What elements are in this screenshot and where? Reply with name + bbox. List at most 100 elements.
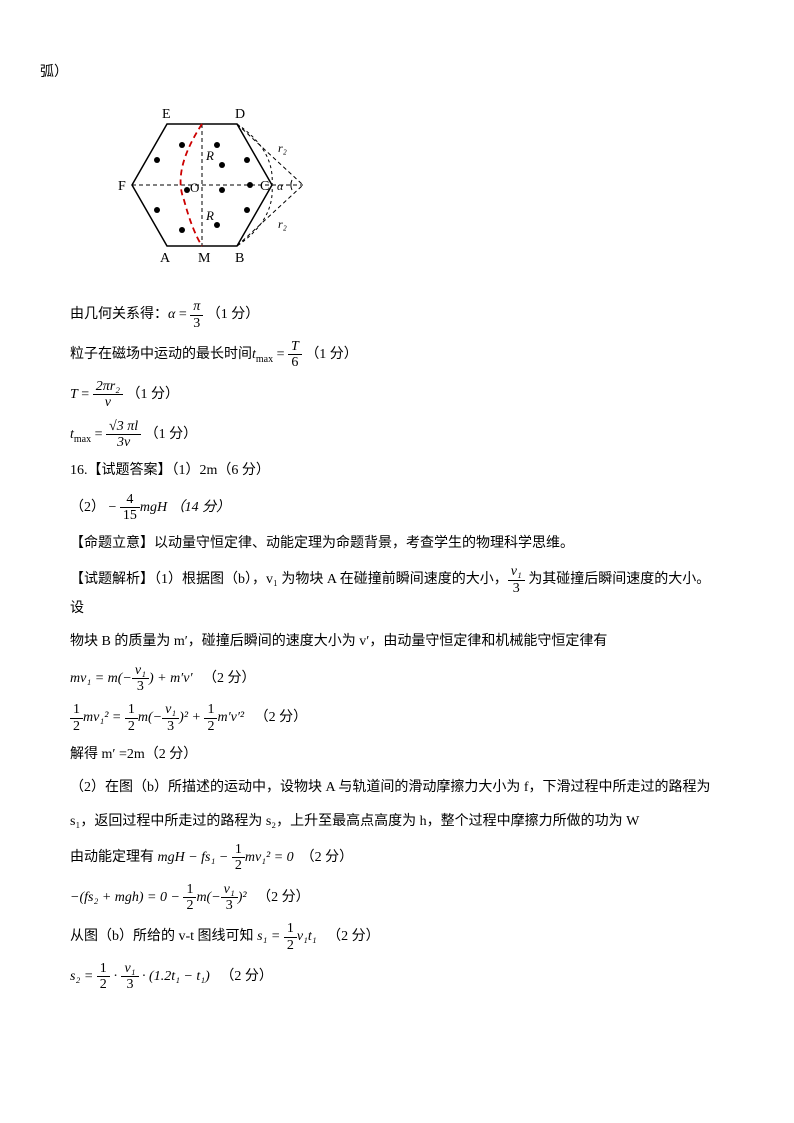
lbl-D: D (235, 107, 245, 122)
eqB-d2: 2 (125, 719, 138, 734)
line-tmax: 粒子在磁场中运动的最长时间tmax = T6 （1 分） (70, 339, 724, 371)
eqD-d2: 3 (221, 898, 238, 913)
field-dots (154, 142, 253, 233)
lbl-R2: R (205, 208, 214, 223)
p3-lhs: T (70, 387, 78, 402)
lbl-r2a: r₂ (278, 141, 287, 155)
eqB-pts: （2 分） (255, 711, 308, 726)
eqD-b3: )² (238, 890, 247, 905)
anal1-den: 3 (508, 581, 525, 596)
eqB-m1: mv₁² = (83, 711, 125, 726)
eqB-m3: )² + (179, 711, 204, 726)
eqB-d1: 2 (70, 719, 83, 734)
lbl-C: C (260, 179, 269, 194)
eqB-n2: 1 (125, 702, 138, 718)
eqA-pre: mv₁ = m(− (70, 671, 132, 686)
solve-m: 解得 m′ =2m（2 分） (70, 742, 724, 767)
p3-den: v (93, 395, 123, 410)
eq-ke1: 由动能定理有 mgH − fs₁ − 12mv₁² = 0 （2 分） (70, 842, 724, 874)
p1-pts: （1 分） (207, 307, 260, 322)
p2-num: T (288, 339, 302, 355)
eq-ke2: −(fs₂ + mgh) = 0 − 12m(−v₁3)² （2 分） (70, 882, 724, 914)
analysis-2: 物块 B 的质量为 m′，碰撞后瞬间的速度大小为 v′，由动量守恒定律和机械能守… (70, 629, 724, 654)
q16-2-den: 15 (120, 508, 140, 523)
eqF-lhs: s₂ = (70, 969, 97, 984)
eq-momentum: mv₁ = m(−v₁3) + m′v′ （2 分） (70, 663, 724, 695)
lbl-A: A (160, 251, 171, 266)
eqE-lhs: s₁ = (257, 929, 284, 944)
eqE-body: v₁t₁ (297, 929, 317, 944)
eqB-m2: m(− (138, 711, 162, 726)
eqA-pts: （2 分） (203, 671, 256, 686)
lbl-r2b: r₂ (278, 217, 287, 231)
p1-den: 3 (190, 316, 203, 331)
part2-line2: s₁，返回过程中所走过的路程为 s₂，上升至最高点高度为 h，整个过程中摩擦力所… (70, 809, 724, 834)
p2-den: 6 (288, 355, 302, 370)
eqF-pts: （2 分） (220, 969, 273, 984)
eqD-b1: −(fs₂ + mgh) = 0 − (70, 890, 183, 905)
q16-answer: 16.【试题答案】（1）2m（6 分） (70, 458, 724, 483)
eq-energy: 12mv₁² = 12m(−v₁3)² + 12m′v′² （2 分） (70, 702, 724, 734)
lbl-E: E (162, 107, 171, 122)
p2-eq: = (273, 347, 288, 362)
q16-part2: （2） − 415mgH （14 分） (70, 492, 724, 524)
eqA-post: ) + m′v′ (149, 671, 193, 686)
intent: 【命题立意】以动量守恒定律、动能定理为命题背景，考查学生的物理科学思维。 (70, 531, 724, 556)
p4-den: 3v (106, 435, 141, 450)
lbl-B: B (235, 251, 244, 266)
hexagon-svg: E D F C A B M O R R r₂ r₂ α (102, 60, 322, 280)
eqC-pts: （2 分） (301, 850, 354, 865)
line-T: T = 2πr₂v （1 分） (70, 379, 724, 411)
eqF-n2: v₁ (121, 961, 138, 977)
eqC-num: 1 (232, 842, 245, 858)
p1-eq: = (175, 307, 190, 322)
eqF-n1: 1 (97, 961, 110, 977)
wedge-top (237, 124, 303, 185)
p3-eq: = (78, 387, 93, 402)
p2-pre: 粒子在磁场中运动的最长时间 (70, 347, 252, 362)
eqB-d3: 3 (162, 719, 179, 734)
eqB-n3: v₁ (162, 702, 179, 718)
eqB-n1: 1 (70, 702, 83, 718)
lbl-M: M (198, 251, 211, 266)
eqE-num: 1 (284, 921, 297, 937)
arc-label: 弧） (40, 65, 68, 80)
eqD-b2: m(− (196, 890, 220, 905)
q16-2-pre: （2） (70, 500, 105, 515)
eqE-pts: （2 分） (327, 929, 380, 944)
analysis-1: 【试题解析】（1）根据图（b），v₁ 为物块 A 在碰撞前瞬间速度的大小，v₁3… (70, 564, 724, 621)
p3-num: 2πr₂ (93, 379, 123, 395)
lbl-R1: R (205, 148, 214, 163)
p2-sub: max (256, 354, 273, 365)
eqD-n1: 1 (183, 882, 196, 898)
eqF-dot: · (110, 969, 122, 984)
eqF-d2: 3 (121, 977, 138, 992)
line-tmax2: tmax = √3 πl3v （1 分） (70, 419, 724, 451)
eqF-body: · (1.2t₁ − t₁) (139, 969, 210, 984)
eqC-b2: mv₁² = 0 (245, 850, 294, 865)
eqB-d4: 2 (204, 719, 217, 734)
alpha-arc (290, 180, 291, 190)
eqF-d1: 2 (97, 977, 110, 992)
eqB-n4: 1 (204, 702, 217, 718)
wedge-bot (237, 185, 303, 246)
p1-num: π (190, 299, 203, 315)
lbl-F: F (118, 179, 126, 194)
p4-pts: （1 分） (145, 427, 198, 442)
q16-2-tail: mgH （14 分） (140, 500, 230, 515)
p3-pts: （1 分） (127, 387, 180, 402)
p4-num: √3 πl (106, 419, 141, 435)
eqE-den: 2 (284, 938, 297, 953)
eqE-pre: 从图（b）所给的 v-t 图线可知 (70, 929, 257, 944)
part2-line1: （2）在图（b）所描述的运动中，设物块 A 与轨道间的滑动摩擦力大小为 f，下滑… (70, 775, 724, 800)
eqC-b1: mgH − fs₁ − (158, 850, 232, 865)
lbl-alpha: α (277, 179, 284, 193)
eqD-d1: 2 (183, 898, 196, 913)
anal1-num: v₁ (508, 564, 525, 580)
p4-eq: = (91, 427, 106, 442)
line-alpha: 由几何关系得：α = π3 （1 分） (70, 299, 724, 331)
q16-2-num: 4 (120, 492, 140, 508)
eqC-den: 2 (232, 858, 245, 873)
eq-s1: 从图（b）所给的 v-t 图线可知 s₁ = 12v₁t₁ （2 分） (70, 921, 724, 953)
eqD-pts: （2 分） (257, 890, 310, 905)
